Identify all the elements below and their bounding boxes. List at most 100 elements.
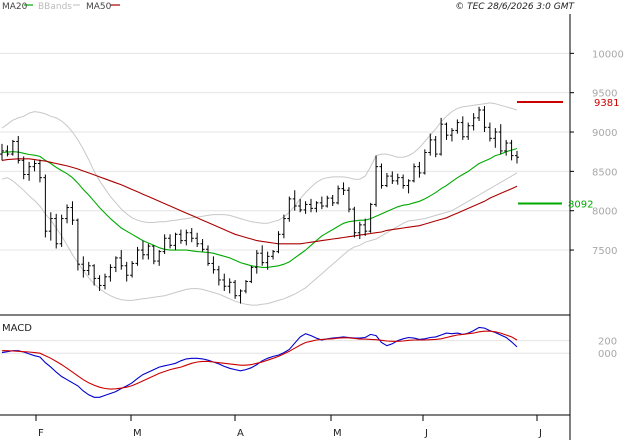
- price-tick-label: 10000: [592, 49, 624, 60]
- ohlc-bar: [195, 232, 200, 247]
- ohlc-bar: [515, 150, 519, 164]
- ohlc-bar: [243, 279, 248, 294]
- signal-line: [2, 330, 518, 390]
- ohlc-bar: [428, 133, 433, 156]
- resistance-level-label: 9381: [594, 98, 619, 109]
- ohlc-bar: [151, 245, 156, 265]
- legend-bbands: BBands: [38, 2, 72, 12]
- ohlc-bar: [238, 289, 243, 304]
- price-levels: 9381 8092: [517, 98, 619, 210]
- ohlc-bar: [260, 245, 265, 266]
- legend-ma50: MA50: [86, 2, 112, 12]
- ohlc-bar: [119, 250, 124, 270]
- ohlc-bar: [287, 196, 292, 222]
- price-tick-label: 7500: [592, 246, 617, 257]
- ohlc-bar: [86, 261, 91, 276]
- x-tick-label: M: [133, 428, 142, 439]
- ohlc-bar: [162, 234, 167, 254]
- x-tick-label: J: [538, 428, 542, 439]
- ohlc-bar: [346, 187, 351, 213]
- ohlc-bar: [103, 273, 107, 290]
- ohlc-bar: [487, 122, 492, 142]
- ohlc-bar: [303, 201, 308, 214]
- ohlc-bar: [70, 201, 75, 225]
- ma50-line: [1, 158, 518, 245]
- ohlc-bar: [460, 116, 465, 140]
- ohlc-bar: [130, 261, 135, 278]
- ohlc-bar: [292, 190, 297, 211]
- ohlc-bar: [135, 246, 140, 266]
- ohlc-bar: [455, 119, 460, 134]
- price-y-axis: 10000 9500 9000 8500 8000 7500: [570, 49, 624, 257]
- ohlc-bar: [319, 196, 324, 210]
- ohlc-bar: [471, 113, 476, 131]
- ohlc-bar: [200, 239, 205, 252]
- price-series: [1, 102, 518, 306]
- ohlc-bar: [265, 251, 270, 270]
- ohlc-bar: [157, 250, 162, 266]
- ohlc-bar: [449, 128, 454, 142]
- x-tick-label: F: [38, 428, 44, 439]
- ohlc-bar: [178, 229, 183, 244]
- ohlc-bar: [16, 135, 21, 164]
- ohlc-bar: [21, 156, 26, 180]
- ohlc-bar: [168, 234, 173, 249]
- price-grid: [0, 52, 570, 251]
- ohlc-bar: [330, 194, 335, 206]
- ohlc-bars: [0, 106, 519, 304]
- ohlc-bar: [206, 245, 210, 266]
- ohlc-bar: [368, 202, 373, 233]
- price-tick-label: 9500: [592, 89, 617, 100]
- ohlc-bar: [227, 278, 232, 294]
- macd-y-axis: 200 000: [598, 337, 617, 361]
- ohlc-bar: [374, 155, 379, 207]
- legend-ma20: MA20: [2, 2, 28, 12]
- copyright-label: © TEC 28/6/2026 3:0 GMT: [455, 2, 575, 12]
- ohlc-bar: [309, 198, 313, 213]
- x-tick-label: A: [237, 428, 244, 439]
- ohlc-bar: [146, 243, 151, 260]
- macd-tick-label: 200: [598, 337, 617, 348]
- ohlc-bar: [395, 173, 400, 185]
- ohlc-bar: [10, 139, 15, 156]
- ohlc-bar: [140, 240, 145, 260]
- ohlc-bar: [363, 218, 368, 236]
- price-tick-label: 9000: [592, 128, 617, 139]
- ohlc-bar: [314, 201, 319, 213]
- chart-header: MA20 BBands MA50 © TEC 28/6/2026 3:0 GMT: [2, 2, 576, 12]
- ohlc-bar: [493, 128, 498, 148]
- ohlc-bar: [390, 171, 395, 184]
- ohlc-bar: [477, 106, 482, 122]
- ohlc-bar: [276, 231, 281, 254]
- macd-title: MACD: [2, 323, 32, 334]
- ohlc-bar: [43, 174, 48, 238]
- ohlc-bar: [211, 256, 216, 274]
- ohlc-bar: [0, 143, 4, 161]
- ohlc-bar: [444, 122, 449, 140]
- ohlc-bar: [406, 179, 411, 194]
- ohlc-bar: [298, 198, 303, 213]
- ohlc-bar: [384, 172, 389, 188]
- ohlc-bar: [341, 182, 346, 195]
- x-tick-label: J: [424, 428, 428, 439]
- ohlc-bar: [189, 228, 194, 243]
- ohlc-bar: [412, 163, 416, 183]
- ohlc-bar: [216, 265, 221, 286]
- ohlc-bar: [37, 159, 42, 183]
- ohlc-bar: [401, 174, 406, 189]
- ohlc-bar: [184, 229, 189, 246]
- ohlc-bar: [422, 149, 427, 175]
- ohlc-bar: [75, 218, 80, 271]
- ohlc-bar: [325, 195, 330, 208]
- ohlc-bar: [466, 122, 471, 140]
- ohlc-bar: [59, 214, 64, 247]
- ohlc-bar: [482, 106, 487, 133]
- ohlc-bar: [173, 232, 178, 251]
- ohlc-bar: [233, 279, 238, 299]
- macd-series: [1, 326, 518, 398]
- ohlc-bar: [352, 206, 357, 238]
- ohlc-bar: [271, 250, 276, 260]
